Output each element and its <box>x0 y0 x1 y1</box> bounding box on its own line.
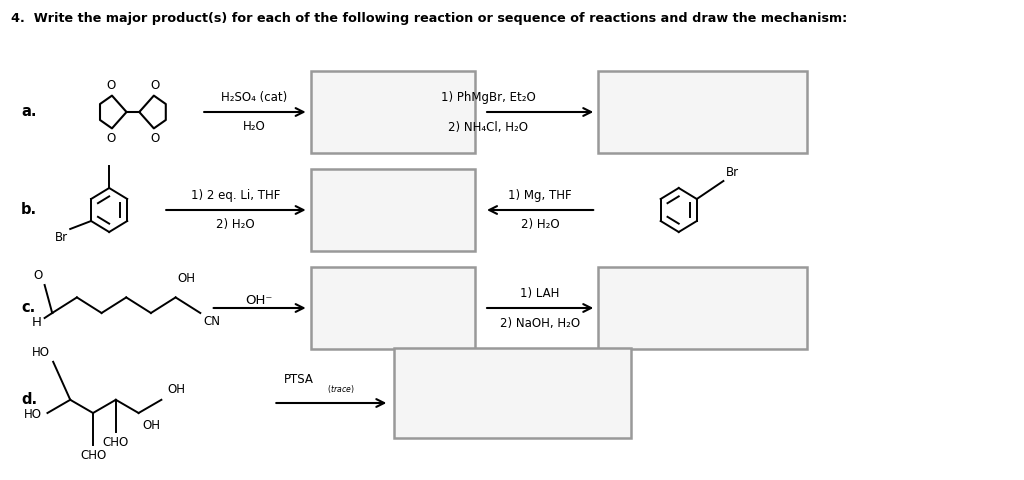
Text: d.: d. <box>20 393 37 408</box>
Text: 1) PhMgBr, Et₂O: 1) PhMgBr, Et₂O <box>440 92 536 105</box>
Text: O: O <box>106 132 116 145</box>
Text: O: O <box>151 132 160 145</box>
Text: 2) H₂O: 2) H₂O <box>521 218 559 231</box>
Text: HO: HO <box>33 346 50 359</box>
Bar <box>311 267 475 349</box>
Text: O: O <box>151 79 160 92</box>
Text: c.: c. <box>20 300 35 315</box>
Text: 1) 2 eq. Li, THF: 1) 2 eq. Li, THF <box>190 190 281 203</box>
Text: H: H <box>32 316 42 329</box>
Text: OH: OH <box>167 383 185 396</box>
Text: CHO: CHO <box>102 436 129 449</box>
Text: 4.  Write the major product(s) for each of the following reaction or sequence of: 4. Write the major product(s) for each o… <box>11 12 848 25</box>
Bar <box>311 71 475 153</box>
Text: 1) LAH: 1) LAH <box>520 288 560 300</box>
Text: OH: OH <box>142 419 161 432</box>
Bar <box>311 169 475 251</box>
Text: OH⁻: OH⁻ <box>246 295 272 308</box>
Text: $_{(trace)}$: $_{(trace)}$ <box>328 383 355 396</box>
Text: O: O <box>34 269 43 282</box>
Text: 1) Mg, THF: 1) Mg, THF <box>508 190 572 203</box>
Text: 2) H₂O: 2) H₂O <box>216 218 255 231</box>
Text: Br: Br <box>726 166 739 179</box>
Text: CN: CN <box>203 315 220 328</box>
Text: O: O <box>106 79 116 92</box>
Text: H₂SO₄ (cat): H₂SO₄ (cat) <box>221 92 288 105</box>
Text: 2) NH₄Cl, H₂O: 2) NH₄Cl, H₂O <box>447 120 528 133</box>
Text: H₂O: H₂O <box>243 120 266 133</box>
Text: HO: HO <box>24 408 42 421</box>
Bar <box>598 71 807 153</box>
Bar <box>394 348 631 438</box>
Text: 2) NaOH, H₂O: 2) NaOH, H₂O <box>500 316 581 329</box>
Text: PTSA: PTSA <box>284 373 314 386</box>
Bar <box>598 267 807 349</box>
Text: CHO: CHO <box>80 449 106 462</box>
Text: b.: b. <box>20 203 37 217</box>
Text: Br: Br <box>55 231 69 244</box>
Text: a.: a. <box>20 105 37 120</box>
Text: OH: OH <box>177 273 196 286</box>
